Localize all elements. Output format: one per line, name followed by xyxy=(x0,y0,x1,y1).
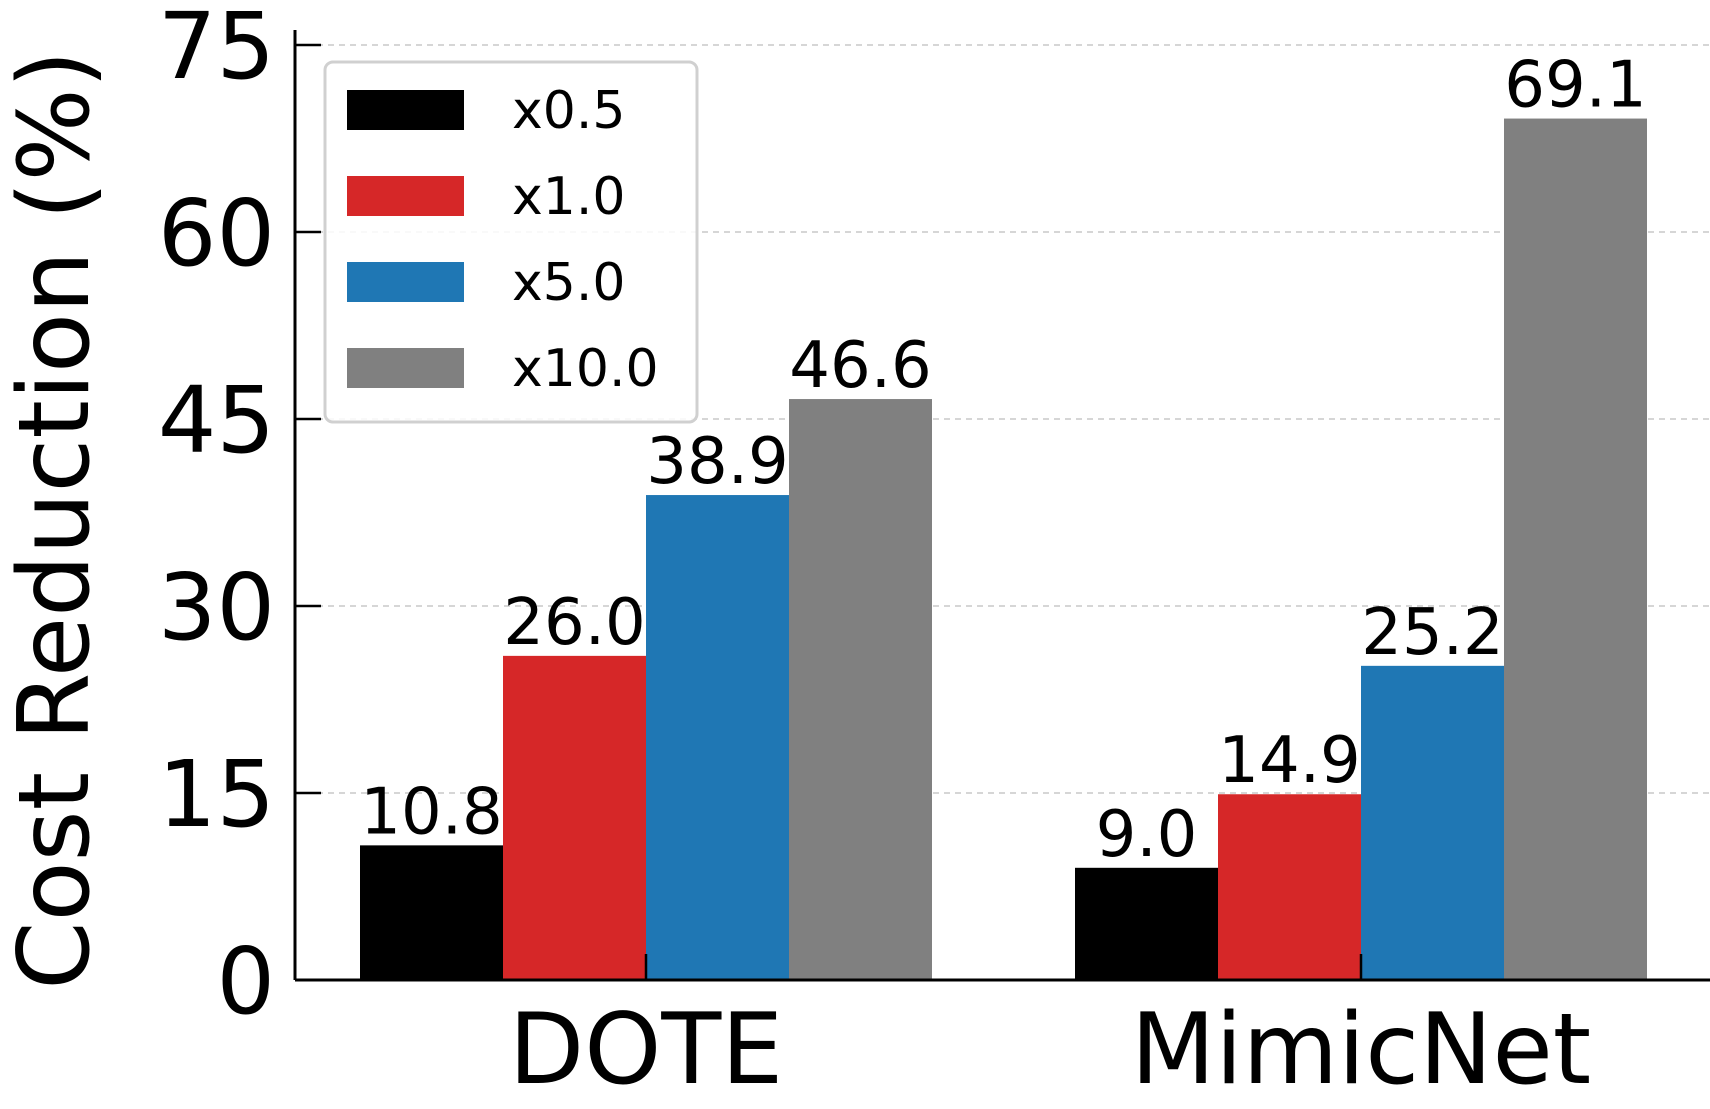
bars xyxy=(360,118,1647,980)
legend-label: x1.0 xyxy=(512,167,625,227)
data-label: 38.9 xyxy=(646,425,789,499)
legend-label: x10.0 xyxy=(512,339,659,399)
bar xyxy=(646,495,789,980)
data-label: 25.2 xyxy=(1361,596,1504,670)
y-tick-label: 0 xyxy=(216,928,275,1035)
data-label: 10.8 xyxy=(360,775,503,849)
y-tick-label: 45 xyxy=(158,367,275,474)
y-ticks: 0 15 30 45 60 75 xyxy=(158,0,321,1035)
legend-box xyxy=(323,60,699,424)
legend-swatch xyxy=(347,90,464,130)
data-label: 69.1 xyxy=(1504,49,1647,123)
bar xyxy=(503,655,646,980)
legend-swatch xyxy=(347,262,464,302)
y-tick-label: 30 xyxy=(158,554,275,661)
data-label: 9.0 xyxy=(1096,798,1198,872)
x-ticks: DOTE MimicNet xyxy=(509,954,1591,1107)
bar xyxy=(1218,794,1361,980)
bar-labels: 10.8 26.0 38.946.6 9.0 14.925.2 69.1 xyxy=(360,49,1647,872)
bar xyxy=(789,399,932,980)
y-tick-label: 75 xyxy=(158,0,275,100)
bar xyxy=(1361,665,1504,980)
x-tick-label: DOTE xyxy=(509,993,783,1107)
data-label: 46.6 xyxy=(789,329,932,403)
y-tick-label: 60 xyxy=(158,180,275,287)
data-label: 14.9 xyxy=(1218,724,1361,798)
data-label: 26.0 xyxy=(503,586,646,660)
bar xyxy=(1504,118,1647,980)
legend-swatch xyxy=(347,176,464,216)
legend-label: x0.5 xyxy=(512,81,625,141)
bar xyxy=(360,845,503,980)
axes xyxy=(293,30,1710,982)
legend-swatch xyxy=(347,348,464,388)
bar xyxy=(1075,867,1218,980)
y-axis-label: Cost Reduction (%) xyxy=(0,50,112,990)
y-tick-label: 15 xyxy=(158,741,275,848)
legend: x0.5 x1.0 x5.0 x10.0 xyxy=(323,60,699,424)
legend-label: x5.0 xyxy=(512,253,625,313)
x-tick-label: MimicNet xyxy=(1131,993,1591,1107)
